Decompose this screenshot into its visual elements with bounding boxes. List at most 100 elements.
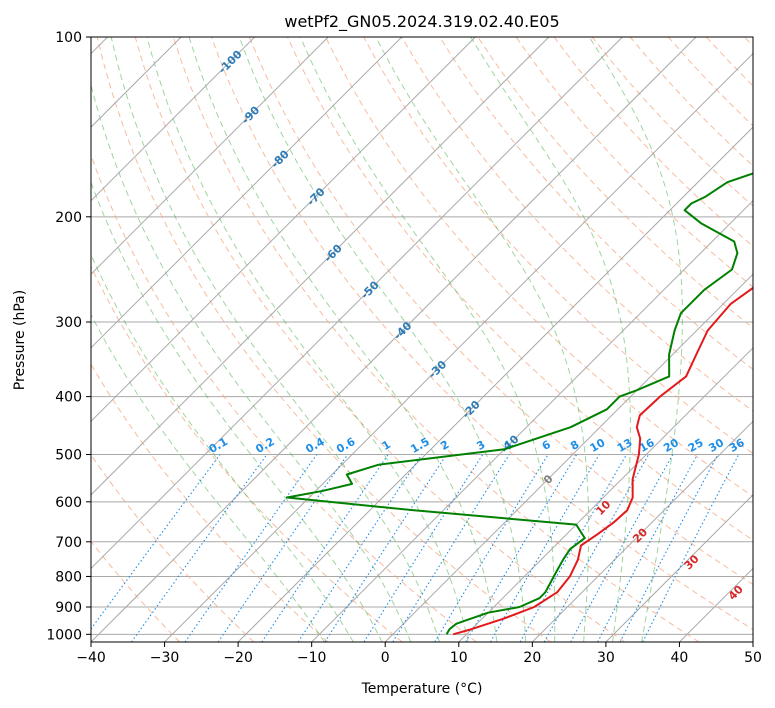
chart-title: wetPf2_GN05.2024.319.02.40.E05 xyxy=(284,12,559,32)
moist-adiabat xyxy=(375,37,590,642)
dry-adiabat-label: 30 xyxy=(682,552,702,572)
x-tick-label: 20 xyxy=(523,650,541,666)
dry-adiabat xyxy=(91,363,329,642)
moist-adiabat xyxy=(588,37,683,642)
dry-adiabat xyxy=(363,37,753,455)
isotherm xyxy=(164,52,753,642)
x-tick-label: −10 xyxy=(297,650,327,666)
moist-adiabat xyxy=(91,313,325,642)
isotherm xyxy=(91,37,476,423)
isotherm xyxy=(91,37,256,202)
mixing-ratio-label: 1.5 xyxy=(408,435,431,456)
dry-adiabat-label: 40 xyxy=(726,582,746,602)
moist-adiabat xyxy=(91,83,412,642)
dry-adiabat xyxy=(477,37,753,329)
mixing-ratio-line xyxy=(490,454,600,642)
moist-adiabat xyxy=(299,37,556,642)
moist-adiabat xyxy=(91,181,383,642)
mixing-ratio-line xyxy=(597,454,698,642)
isotherm xyxy=(91,37,623,570)
moist-adiabat xyxy=(238,37,527,642)
moist-adiabat xyxy=(91,253,354,642)
dry-adiabat xyxy=(287,37,753,541)
isotherm xyxy=(237,126,753,642)
isotherm xyxy=(311,199,753,642)
temperature-line xyxy=(452,286,753,636)
isotherm xyxy=(531,420,753,642)
y-axis-label: Pressure (hPa) xyxy=(12,290,28,390)
mixing-ratio-label: 36 xyxy=(727,436,747,455)
isotherm-label: -100 xyxy=(216,48,245,77)
dry-adiabat xyxy=(248,37,753,586)
mixing-ratio-line xyxy=(363,454,484,642)
y-tick-label: 1000 xyxy=(46,627,82,643)
mixing-ratio-line xyxy=(434,454,549,642)
y-axis: 100 200 300 400 500 600 700 800 900 1000 xyxy=(46,30,91,643)
moist-adiabat xyxy=(110,37,440,642)
dry-adiabat xyxy=(210,37,753,631)
x-axis: −40 −30 −20 −10 0 10 20 30 40 50 xyxy=(76,642,762,666)
mixing-ratio-label: 10 xyxy=(588,436,608,455)
isotherm xyxy=(458,347,753,642)
mixing-ratio-label: 20 xyxy=(661,436,681,455)
plot-frame xyxy=(90,36,754,643)
dry-adiabat xyxy=(91,153,477,642)
mixing-ratio-line xyxy=(619,454,719,642)
x-tick-label: 10 xyxy=(450,650,468,666)
dry-adiabat xyxy=(515,37,753,288)
moist-adiabat xyxy=(470,37,631,642)
mixing-ratio-line xyxy=(261,454,389,642)
isotherm xyxy=(605,494,753,642)
dry-adiabat xyxy=(134,37,626,642)
dry-adiabat xyxy=(172,37,700,642)
mixing-ratio-label: 6 xyxy=(540,438,553,453)
y-tick-label: 200 xyxy=(55,210,82,226)
x-tick-label: 0 xyxy=(381,650,390,666)
dry-adiabat-label: 10 xyxy=(593,498,613,518)
isotherm xyxy=(91,37,550,496)
isotherm xyxy=(752,641,753,642)
mixing-ratio-label: 8 xyxy=(568,438,581,453)
isotherm xyxy=(91,37,403,349)
x-tick-label: −30 xyxy=(150,650,180,666)
mixing-ratio-label: 13 xyxy=(615,436,635,455)
x-tick-label: −40 xyxy=(76,650,106,666)
sounding-lines xyxy=(286,172,753,636)
x-tick-label: 50 xyxy=(744,650,762,666)
dry-adiabat xyxy=(667,37,753,127)
mixing-ratio-line xyxy=(324,454,448,642)
moist-adiabat xyxy=(146,37,469,642)
dry-adiabat xyxy=(744,37,753,47)
dry-adiabat xyxy=(91,265,403,642)
x-tick-label: 40 xyxy=(671,650,689,666)
isotherm xyxy=(384,273,753,642)
background-lines xyxy=(91,37,753,642)
y-tick-label: 400 xyxy=(55,390,82,406)
dry-adiabat xyxy=(439,37,753,370)
mixing-ratio-line xyxy=(465,454,578,642)
mixing-ratio-label: 25 xyxy=(686,436,706,455)
mixing-ratio-line xyxy=(297,454,423,642)
y-tick-label: 300 xyxy=(55,315,82,331)
y-tick-label: 700 xyxy=(55,535,82,551)
moist-adiabat xyxy=(188,37,498,642)
x-axis-label: Temperature (°C) xyxy=(361,681,483,697)
dry-adiabat-label: 20 xyxy=(630,525,650,545)
mixing-ratio-line xyxy=(91,454,221,630)
mixing-ratio-label: 2 xyxy=(438,438,451,453)
y-tick-label: 600 xyxy=(55,495,82,511)
x-tick-label: −20 xyxy=(223,650,253,666)
mixing-ratio-line xyxy=(217,454,349,642)
y-tick-label: 100 xyxy=(55,30,82,46)
mixing-ratio-label: 30 xyxy=(706,436,726,455)
isotherm xyxy=(91,37,697,642)
mixing-ratio-label: 0.4 xyxy=(303,435,327,456)
mixing-ratio-line xyxy=(519,454,627,642)
isotherm xyxy=(91,37,329,275)
dry-adiabat xyxy=(705,37,753,87)
dry-adiabat xyxy=(401,37,753,412)
dry-adiabat xyxy=(96,37,551,642)
dry-adiabat xyxy=(325,37,753,498)
x-tick-label: 30 xyxy=(597,650,615,666)
